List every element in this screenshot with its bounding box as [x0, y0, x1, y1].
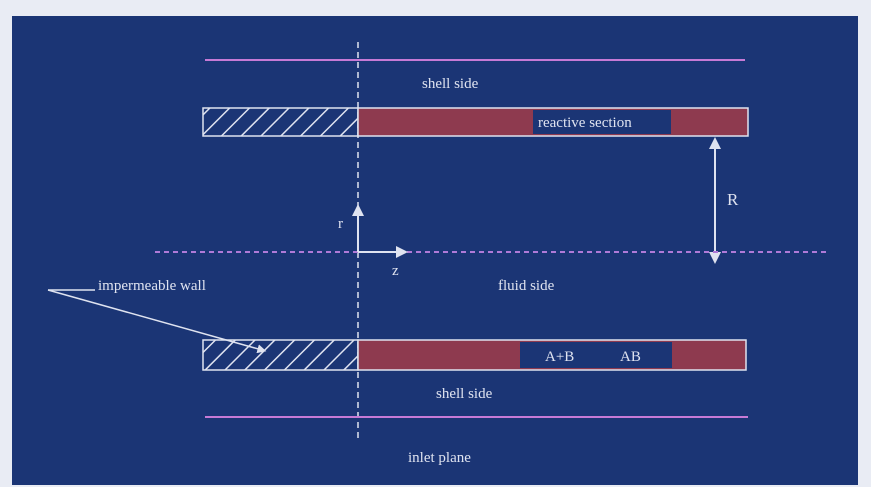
impermeable-wall-bottom	[202, 339, 359, 371]
label-fluid-side: fluid side	[498, 278, 555, 294]
label-shell-side-top: shell side	[422, 76, 479, 92]
label-z-axis: z	[392, 263, 399, 279]
impermeable-wall-top	[202, 107, 359, 137]
label-radius: R	[727, 190, 739, 209]
label-impermeable-wall: impermeable wall	[98, 278, 206, 294]
label-shell-side-bottom: shell side	[436, 386, 493, 402]
label-reactive-section: reactive section	[538, 115, 632, 131]
label-r-axis: r	[338, 216, 343, 232]
label-species-a-b: A+B	[545, 349, 574, 365]
reactive-section-label-box	[533, 110, 671, 134]
label-species-ab: AB	[620, 349, 641, 365]
product-zone-box	[520, 342, 672, 368]
label-inlet-plane: inlet plane	[408, 450, 471, 466]
